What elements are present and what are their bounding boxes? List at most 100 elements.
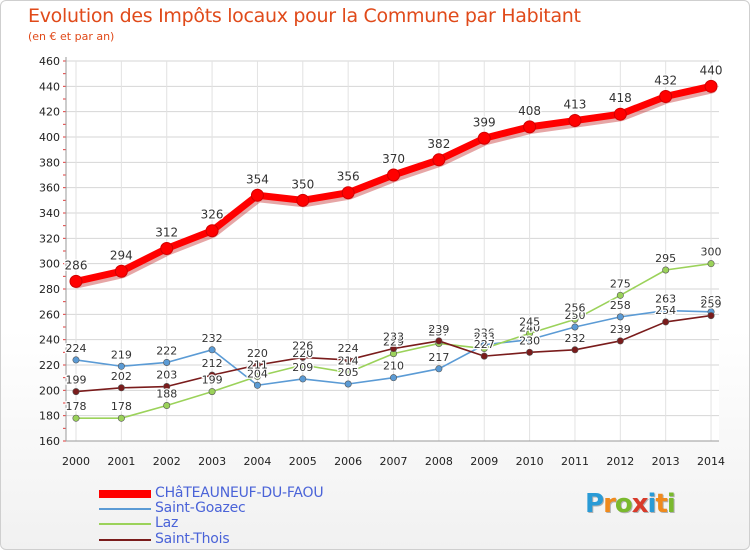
proxiti-logo: Proxiti	[585, 489, 676, 519]
data-label: 219	[111, 348, 132, 361]
logo-letter: t	[655, 489, 667, 519]
data-label: 220	[247, 347, 268, 360]
data-point	[571, 315, 579, 323]
data-point	[299, 361, 307, 369]
data-point	[341, 186, 355, 200]
data-point	[72, 388, 80, 396]
data-label: 408	[518, 104, 541, 118]
data-point	[477, 131, 491, 145]
data-label: 259	[701, 298, 722, 311]
data-label: 210	[383, 360, 404, 373]
legend-label: Saint-Thois	[155, 531, 230, 547]
x-tick-label: 2013	[652, 455, 680, 468]
data-point	[205, 224, 219, 238]
logo-letter: P	[585, 489, 604, 519]
data-point	[662, 318, 670, 326]
data-label: 217	[428, 351, 449, 364]
data-label: 370	[382, 152, 405, 166]
data-point	[387, 168, 401, 182]
data-label: 350	[291, 177, 314, 191]
y-tick-label: 440	[39, 80, 60, 93]
data-label: 256	[564, 301, 585, 314]
data-point	[662, 307, 670, 315]
x-tick-label: 2012	[606, 455, 634, 468]
data-label: 236	[474, 327, 495, 340]
x-tick-label: 2009	[470, 455, 498, 468]
x-tick-label: 2014	[697, 455, 725, 468]
data-label: 239	[428, 323, 449, 336]
data-label: 326	[201, 208, 224, 222]
legend-label: CHâTEAUNEUF-DU-FAOU	[155, 485, 324, 501]
data-label: 275	[610, 277, 631, 290]
data-point	[69, 274, 83, 288]
data-point	[299, 353, 307, 361]
data-label: 188	[156, 388, 177, 401]
data-point	[707, 312, 715, 320]
data-point	[160, 241, 174, 255]
data-label: 300	[701, 246, 722, 259]
y-tick-label: 360	[39, 182, 60, 195]
data-point	[523, 120, 537, 134]
data-label: 232	[202, 332, 223, 345]
data-label: 212	[202, 357, 223, 370]
data-point	[117, 414, 125, 422]
data-point	[616, 337, 624, 345]
data-point	[299, 375, 307, 383]
chart-title: Evolution des Impôts locaux pour la Comm…	[28, 5, 581, 27]
data-point	[480, 352, 488, 360]
data-label: 209	[292, 361, 313, 374]
data-label: 432	[654, 73, 677, 87]
data-point	[344, 369, 352, 377]
data-label: 214	[338, 355, 359, 368]
data-point	[117, 384, 125, 392]
data-label: 382	[427, 137, 450, 151]
data-point	[114, 264, 128, 278]
data-point	[253, 381, 261, 389]
data-label: 254	[655, 304, 676, 317]
data-point	[704, 79, 718, 93]
y-tick-label: 280	[39, 283, 60, 296]
data-label: 199	[66, 374, 87, 387]
x-tick-label: 2001	[107, 455, 135, 468]
data-point	[613, 107, 627, 121]
data-label: 203	[156, 369, 177, 382]
data-label: 222	[156, 344, 177, 357]
data-point	[659, 89, 673, 103]
x-tick-label: 2002	[153, 455, 181, 468]
y-tick-label: 260	[39, 308, 60, 321]
logo-letter: i	[647, 489, 657, 519]
data-point	[480, 345, 488, 353]
data-point	[296, 193, 310, 207]
x-tick-label: 2011	[561, 455, 589, 468]
data-label: 204	[247, 367, 268, 380]
x-tick-label: 2000	[62, 455, 90, 468]
data-point	[208, 346, 216, 354]
data-point	[432, 153, 446, 167]
legend-swatch	[99, 523, 151, 525]
data-label: 226	[292, 339, 313, 352]
data-point	[707, 260, 715, 268]
x-tick-label: 2006	[334, 455, 362, 468]
data-label: 250	[564, 309, 585, 322]
data-label: 294	[110, 248, 133, 262]
y-tick-label: 200	[39, 384, 60, 397]
y-tick-label: 300	[39, 258, 60, 271]
x-tick-label: 2010	[516, 455, 544, 468]
y-tick-label: 320	[39, 232, 60, 245]
data-label: 286	[65, 258, 88, 272]
data-label: 232	[564, 332, 585, 345]
legend-swatch	[99, 490, 151, 498]
data-point	[344, 380, 352, 388]
data-label: 233	[474, 331, 495, 344]
data-point	[390, 345, 398, 353]
data-point	[435, 337, 443, 345]
data-point	[616, 291, 624, 299]
y-tick-label: 420	[39, 106, 60, 119]
data-point	[616, 313, 624, 321]
legend-swatch	[99, 508, 151, 510]
x-tick-label: 2008	[425, 455, 453, 468]
data-label: 399	[473, 115, 496, 129]
data-point	[571, 323, 579, 331]
data-label: 199	[202, 374, 223, 387]
